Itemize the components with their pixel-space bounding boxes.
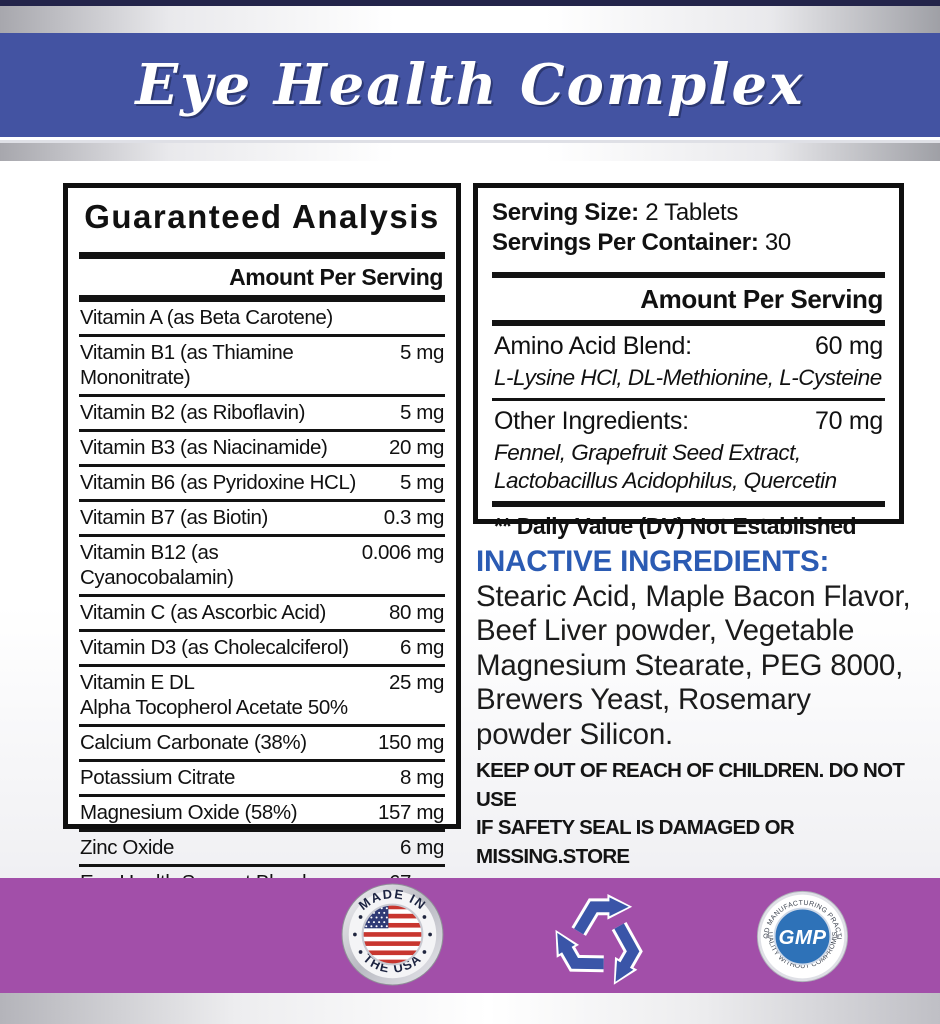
serving-size-label: Serving Size:: [492, 199, 639, 226]
amino-acid-blend-row: Amino Acid Blend: 60 mg: [492, 326, 885, 362]
top-dark-strip: [0, 0, 940, 6]
ga-row-label2: Alpha Tocopherol Acetate 50%: [80, 696, 348, 719]
ga-row-label: Vitamin A (as Beta Carotene): [80, 306, 333, 329]
ga-row-value: 80 mg: [389, 601, 444, 624]
silver-bar-middle: [0, 140, 940, 164]
ga-row-value: 8 mg: [400, 766, 444, 789]
ga-row-value: 6 mg: [400, 836, 444, 859]
other-ingredients-note: Fennel, Grapefruit Seed Extract, Lactoba…: [494, 440, 837, 494]
servings-per-container-line: Servings Per Container: 30: [492, 228, 885, 258]
amino-acid-blend-value: 60 mg: [815, 332, 883, 360]
ga-row-value: 20 mg: [389, 436, 444, 459]
table-row: Vitamin A (as Beta Carotene): [79, 302, 445, 337]
silver-bar-bottom: [0, 993, 940, 1024]
recycle-icon: [555, 893, 643, 985]
serving-facts-panel: Serving Size: 2 Tablets Servings Per Con…: [473, 183, 904, 539]
ga-row-value: 0.3 mg: [383, 506, 445, 529]
amount-per-serving-header: Amount Per Serving: [640, 284, 883, 314]
ga-row-label: Zinc Oxide: [80, 836, 174, 859]
table-row: Vitamin B2 (as Riboflavin) 5 mg: [79, 397, 445, 432]
other-ingredients-value: 70 mg: [815, 407, 883, 436]
rule-divider: [492, 272, 885, 278]
guaranteed-analysis-title: Guaranteed Analysis: [84, 198, 440, 235]
rule-divider: [79, 252, 445, 259]
ga-row-value: 25 mg: [389, 671, 444, 694]
table-row: Potassium Citrate 8 mg: [79, 762, 445, 797]
amino-acid-blend-label: Amino Acid Blend:: [494, 332, 692, 360]
other-ingredients-row: Other Ingredients: 70 mg: [492, 401, 885, 437]
us-flag-icon: [362, 904, 423, 965]
table-row: Calcium Carbonate (38%) 150 mg: [79, 727, 445, 762]
daily-value-footnote: ** Daily Value (DV) Not Established: [494, 513, 857, 540]
warning-line: KEEP OUT OF REACH OF CHILDREN. DO NOT US…: [476, 759, 905, 811]
amino-acid-blend-note: L-Lysine HCl, DL-Methionine, L-Cysteine: [494, 365, 882, 390]
ga-row-label: Vitamin C (as Ascorbic Acid): [80, 601, 326, 624]
title-banner: Eye Health Complex: [0, 33, 940, 137]
ga-row-label: Vitamin B12 (as Cyanocobalamin): [80, 541, 234, 589]
inactive-ingredients-label: INACTIVE INGREDIENTS:: [476, 545, 830, 578]
gmp-badge-center-text: GMP: [779, 926, 827, 949]
inactive-ingredients-text: Stearic Acid, Maple Bacon Flavor, Beef L…: [476, 579, 911, 751]
guaranteed-analysis-panel: Guaranteed Analysis Amount Per Serving V…: [63, 183, 461, 982]
amount-per-serving-header: Amount Per Serving: [229, 264, 443, 290]
rule-divider: [492, 501, 885, 508]
table-row: Vitamin C (as Ascorbic Acid) 80 mg: [79, 597, 445, 632]
ga-row-label: Magnesium Oxide (58%): [80, 801, 298, 824]
ga-row-label: Vitamin D3 (as Cholecalciferol): [80, 636, 349, 659]
ga-row-label: Calcium Carbonate (38%): [80, 731, 307, 754]
ga-row-value: 6 mg: [400, 636, 444, 659]
ga-row-label: Vitamin B7 (as Biotin): [80, 506, 268, 529]
ga-row-value: 0.006 mg: [361, 541, 445, 564]
gmp-badge: GOOD MANUFACTURING PRACTICE QUALITY WITH…: [756, 890, 849, 983]
table-row: Vitamin B1 (as Thiamine Mononitrate) 5 m…: [79, 337, 445, 397]
ga-row-label: Vitamin E DL: [80, 671, 195, 694]
servings-value: 30: [758, 229, 791, 256]
table-row: Vitamin B7 (as Biotin) 0.3 mg: [79, 502, 445, 537]
ga-row-value: 5 mg: [400, 401, 444, 424]
ga-row-label: Vitamin B2 (as Riboflavin): [80, 401, 306, 424]
table-row: Vitamin E DL Alpha Tocopherol Acetate 50…: [79, 667, 445, 727]
silver-bar-top: [0, 6, 940, 33]
inactive-ingredients: INACTIVE INGREDIENTS: Stearic Acid, Mapl…: [476, 545, 914, 752]
ga-row-label: Vitamin B1 (as Thiamine Mononitrate): [80, 341, 294, 389]
ga-row-label: Vitamin B3 (as Niacinamide): [80, 436, 328, 459]
table-row: Zinc Oxide 6 mg: [79, 832, 445, 867]
serving-size-line: Serving Size: 2 Tablets: [492, 198, 885, 228]
table-row: Vitamin B12 (as Cyanocobalamin) 0.006 mg: [79, 537, 445, 597]
ga-row-value: 5 mg: [400, 471, 444, 494]
product-title: Eye Health Complex: [135, 52, 805, 118]
ga-row-value: 150 mg: [378, 731, 444, 754]
rule-divider: [492, 320, 885, 326]
ga-row-label: Vitamin B6 (as Pyridoxine HCL): [80, 471, 356, 494]
made-in-usa-badge: MADE IN THE USA: [341, 883, 444, 986]
warning-line: IF SAFETY SEAL IS DAMAGED OR MISSING.STO…: [476, 816, 795, 869]
other-ingredients-label: Other Ingredients:: [494, 407, 689, 436]
serving-size-value: 2 Tablets: [638, 199, 739, 226]
rule-divider: [492, 398, 885, 402]
servings-label: Servings Per Container:: [492, 229, 759, 256]
table-row: Vitamin B6 (as Pyridoxine HCL) 5 mg: [79, 467, 445, 502]
ga-row-value: 5 mg: [400, 341, 444, 364]
ga-rows: Vitamin A (as Beta Carotene) Vitamin B1 …: [79, 302, 445, 899]
table-row: Vitamin B3 (as Niacinamide) 20 mg: [79, 432, 445, 467]
ga-row-value: 157 mg: [378, 801, 444, 824]
rule-divider: [79, 295, 445, 302]
badge-dots: [353, 915, 432, 954]
table-row: Magnesium Oxide (58%) 157 mg: [79, 797, 445, 832]
ga-row-label: Potassium Citrate: [80, 766, 235, 789]
table-row: Vitamin D3 (as Cholecalciferol) 6 mg: [79, 632, 445, 667]
